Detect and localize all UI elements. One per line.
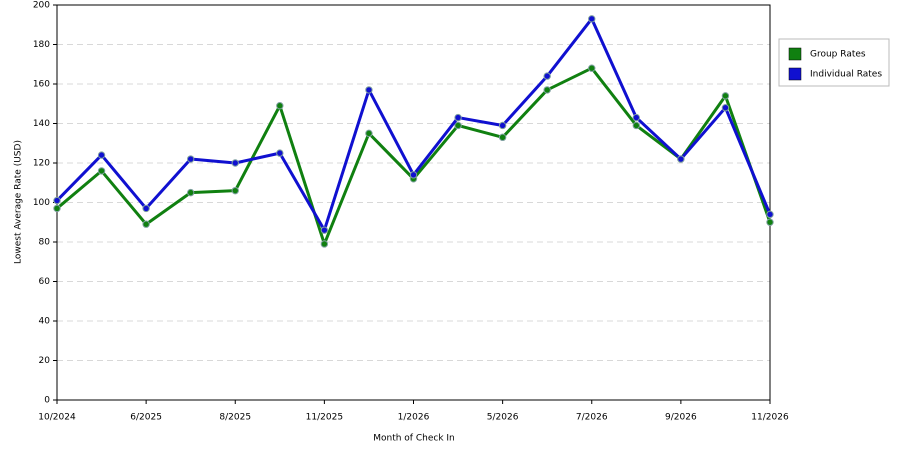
data-point: [186, 155, 195, 163]
data-point: [588, 15, 596, 23]
x-tick-label: 9/2026: [665, 413, 697, 423]
data-point: [543, 86, 551, 94]
data-point: [721, 104, 730, 112]
x-tick-label: 10/2024: [38, 413, 76, 423]
x-tick-label: 8/2025: [219, 413, 251, 423]
data-point: [142, 204, 150, 213]
data-point: [588, 64, 596, 72]
legend-label: Individual Rates: [810, 70, 882, 80]
data-point: [320, 226, 329, 234]
data-point: [365, 129, 373, 138]
x-tick-label: 7/2026: [576, 413, 608, 423]
series-line: [55, 17, 772, 232]
x-tick-label: 6/2025: [130, 413, 162, 423]
data-point: [766, 218, 774, 226]
y-tick-label: 20: [39, 356, 51, 366]
y-tick-label: 120: [33, 159, 50, 169]
x-tick-label: 11/2026: [751, 413, 789, 423]
data-point: [186, 188, 195, 197]
data-point: [365, 86, 373, 94]
data-point: [231, 159, 239, 167]
y-tick-label: 40: [39, 317, 51, 327]
data-point: [276, 102, 284, 110]
data-point: [454, 121, 462, 130]
data-point: [231, 186, 239, 195]
y-tick-label: 60: [39, 277, 51, 287]
legend-swatch: [788, 47, 802, 61]
legend-swatch: [788, 67, 802, 81]
x-tick-label: 5/2026: [487, 413, 519, 423]
data-point: [97, 151, 106, 159]
plot-frame: [56, 4, 771, 401]
data-point: [53, 196, 61, 205]
y-tick-label: 180: [33, 40, 50, 50]
y-tick-label: 200: [33, 1, 50, 11]
x-axis-label: Month of Check In: [373, 434, 455, 444]
data-point: [97, 167, 106, 175]
series-line: [56, 66, 772, 246]
data-point: [721, 92, 730, 100]
y-tick-label: 100: [33, 198, 50, 208]
y-tick-label: 80: [39, 238, 51, 248]
data-point: [498, 133, 507, 142]
x-tick-label: 11/2025: [306, 413, 343, 423]
data-point: [766, 210, 774, 219]
data-point: [454, 113, 462, 122]
data-point: [409, 171, 418, 179]
legend-label: Group Rates: [810, 50, 866, 60]
y-axis-label: Lowest Average Rate (USD): [14, 140, 24, 264]
x-tick-label: 1/2026: [398, 413, 430, 423]
data-point: [677, 155, 685, 163]
data-point: [543, 72, 551, 80]
y-tick-label: 160: [33, 80, 50, 90]
data-point: [53, 204, 61, 213]
y-tick-label: 0: [44, 396, 50, 406]
data-point: [142, 220, 150, 228]
data-point: [276, 149, 284, 157]
data-point: [320, 240, 329, 248]
y-tick-label: 140: [33, 119, 50, 129]
data-point: [498, 121, 507, 130]
data-point: [632, 113, 641, 122]
data-point: [632, 121, 641, 130]
